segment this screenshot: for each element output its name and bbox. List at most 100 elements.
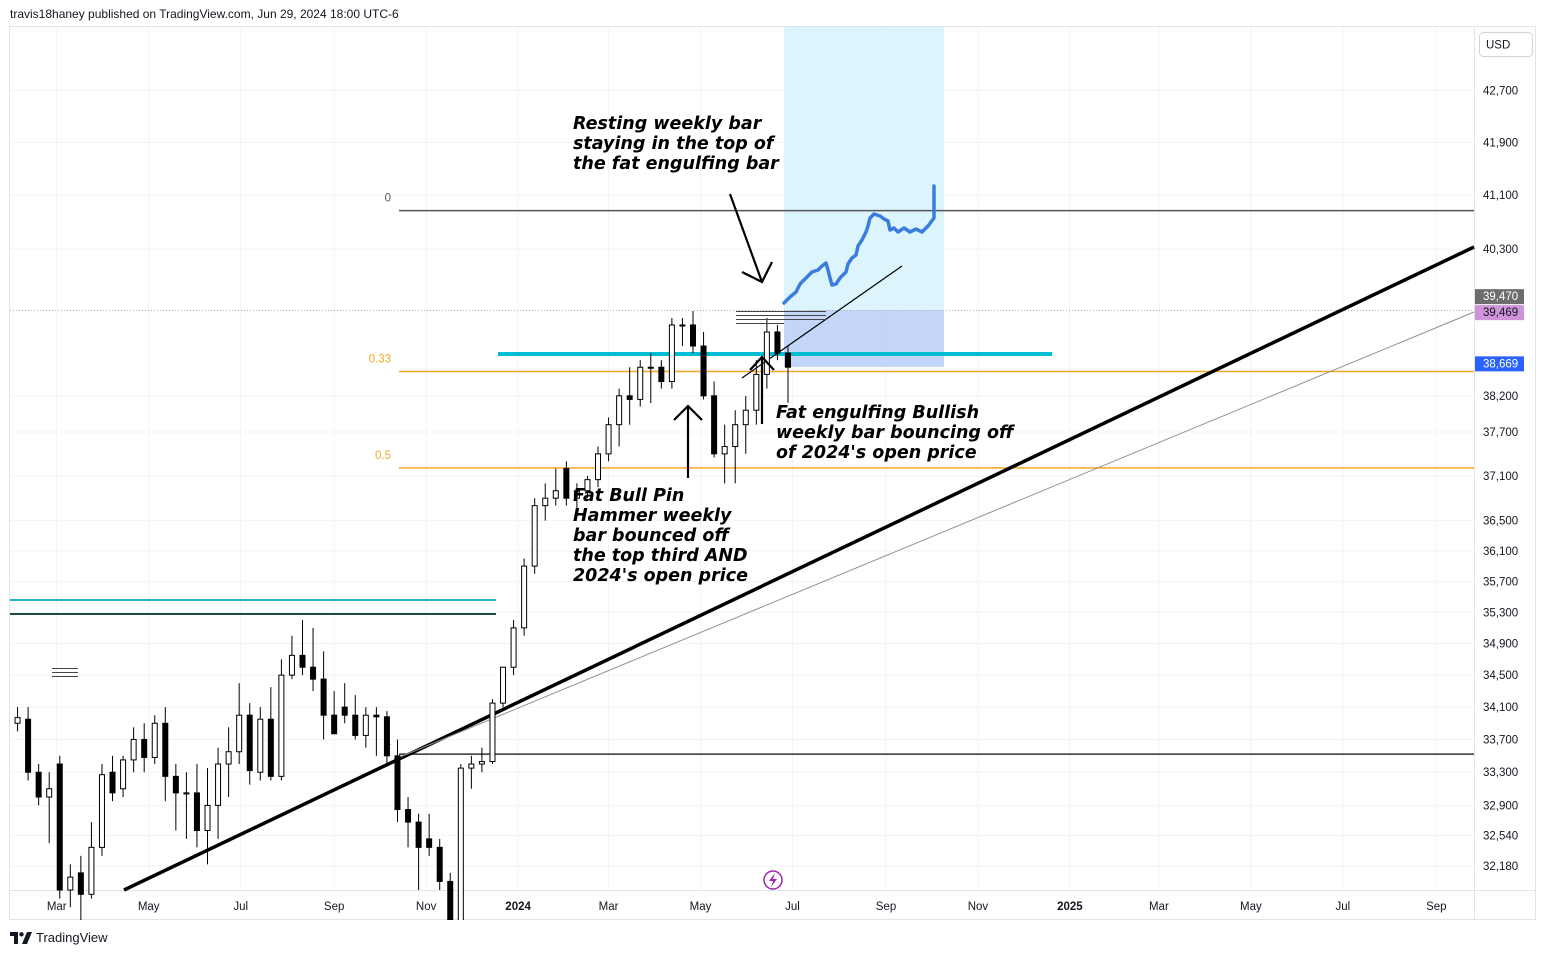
- candle[interactable]: [542, 483, 549, 521]
- candle[interactable]: [753, 360, 760, 425]
- candle[interactable]: [46, 772, 53, 844]
- candle[interactable]: [341, 683, 348, 724]
- candle[interactable]: [204, 768, 211, 865]
- candle[interactable]: [721, 424, 728, 484]
- svg-text:USD: USD: [1486, 40, 1510, 52]
- candle[interactable]: [98, 764, 105, 856]
- candle[interactable]: [500, 666, 507, 708]
- currency-button[interactable]: USD: [1479, 32, 1533, 57]
- candle[interactable]: [320, 651, 327, 740]
- candle[interactable]: [14, 707, 21, 732]
- candle[interactable]: [299, 620, 306, 676]
- candle[interactable]: [405, 797, 412, 848]
- candle[interactable]: [415, 813, 422, 890]
- candle[interactable]: [626, 367, 633, 425]
- candle[interactable]: [225, 727, 232, 798]
- major-trendline[interactable]: [123, 245, 1475, 892]
- projection-path[interactable]: [782, 184, 936, 305]
- candle[interactable]: [689, 311, 696, 354]
- candle[interactable]: [531, 498, 538, 574]
- candle[interactable]: [236, 683, 243, 765]
- candle-body: [35, 771, 42, 798]
- candle[interactable]: [267, 687, 274, 781]
- candle[interactable]: [373, 707, 380, 756]
- candle[interactable]: [510, 620, 517, 676]
- candle[interactable]: [35, 764, 42, 806]
- candle-body: [415, 821, 422, 848]
- candle[interactable]: [172, 764, 179, 831]
- price-axis-label: 37,700: [1483, 427, 1518, 439]
- candle[interactable]: [25, 707, 32, 781]
- candle[interactable]: [278, 659, 285, 781]
- candle[interactable]: [774, 324, 781, 361]
- candle[interactable]: [711, 381, 718, 458]
- price-axis[interactable]: 42,700 41,900 41,100 40,300 38,200 37,700 37,1…: [1483, 85, 1518, 873]
- candle[interactable]: [288, 635, 295, 680]
- candle[interactable]: [584, 475, 591, 499]
- candle[interactable]: [478, 747, 485, 773]
- candle[interactable]: [67, 864, 74, 908]
- candle[interactable]: [120, 755, 127, 798]
- candle-body: [542, 497, 549, 507]
- candle[interactable]: [521, 558, 528, 636]
- candle[interactable]: [595, 446, 602, 488]
- candle[interactable]: [310, 627, 317, 692]
- candle[interactable]: [183, 772, 190, 839]
- candle[interactable]: [763, 317, 770, 389]
- candle[interactable]: [426, 813, 433, 856]
- candle[interactable]: [215, 747, 222, 839]
- candle[interactable]: [732, 410, 739, 484]
- candles[interactable]: [14, 311, 791, 920]
- time-axis[interactable]: Mar May Jul Sep Nov 2024 Mar May Jul Sep Nov 2025 Ma…: [47, 901, 1447, 913]
- candle[interactable]: [109, 755, 116, 802]
- candle[interactable]: [679, 317, 686, 347]
- candle[interactable]: [658, 360, 665, 389]
- footer-brand[interactable]: TradingView: [10, 930, 108, 945]
- candle[interactable]: [151, 715, 158, 765]
- price-axis-label: 41,900: [1483, 137, 1518, 149]
- candle[interactable]: [383, 711, 390, 765]
- candle[interactable]: [257, 707, 264, 781]
- candle[interactable]: [573, 483, 580, 514]
- candle[interactable]: [436, 838, 443, 890]
- candle[interactable]: [784, 346, 791, 404]
- candle[interactable]: [88, 822, 95, 899]
- candle[interactable]: [489, 699, 496, 765]
- minor-trendline[interactable]: [399, 311, 1475, 758]
- candle-body: [763, 331, 770, 375]
- candle[interactable]: [616, 388, 623, 447]
- price-tag-label: 39,469: [1483, 307, 1518, 319]
- candle[interactable]: [447, 872, 454, 920]
- candle[interactable]: [394, 739, 401, 823]
- candle[interactable]: [637, 360, 644, 407]
- candle[interactable]: [56, 755, 63, 899]
- fib-retracement[interactable]: 00.330.51: [369, 193, 1474, 755]
- candle-body: [478, 761, 485, 765]
- candle[interactable]: [457, 764, 464, 920]
- candle-body: [14, 717, 21, 724]
- candle[interactable]: [141, 723, 148, 773]
- candle[interactable]: [552, 468, 559, 506]
- candle[interactable]: [130, 727, 137, 773]
- candle[interactable]: [700, 331, 707, 400]
- time-axis-label: Mar: [47, 901, 67, 913]
- candle[interactable]: [162, 707, 169, 802]
- candle[interactable]: [647, 353, 654, 404]
- candle[interactable]: [193, 764, 200, 848]
- candle[interactable]: [742, 395, 749, 454]
- candle[interactable]: [352, 695, 359, 740]
- candle[interactable]: [246, 703, 253, 785]
- candle-body: [109, 771, 116, 794]
- candle-body: [700, 345, 707, 397]
- candle-body: [299, 654, 306, 668]
- candle[interactable]: [331, 691, 338, 735]
- time-axis-label: Nov: [416, 901, 437, 913]
- candle[interactable]: [668, 317, 675, 389]
- candle[interactable]: [468, 755, 475, 789]
- candle[interactable]: [563, 461, 570, 506]
- lightning-icon[interactable]: [763, 870, 783, 890]
- candle[interactable]: [605, 417, 612, 462]
- candle[interactable]: [77, 855, 84, 920]
- candle[interactable]: [362, 707, 369, 748]
